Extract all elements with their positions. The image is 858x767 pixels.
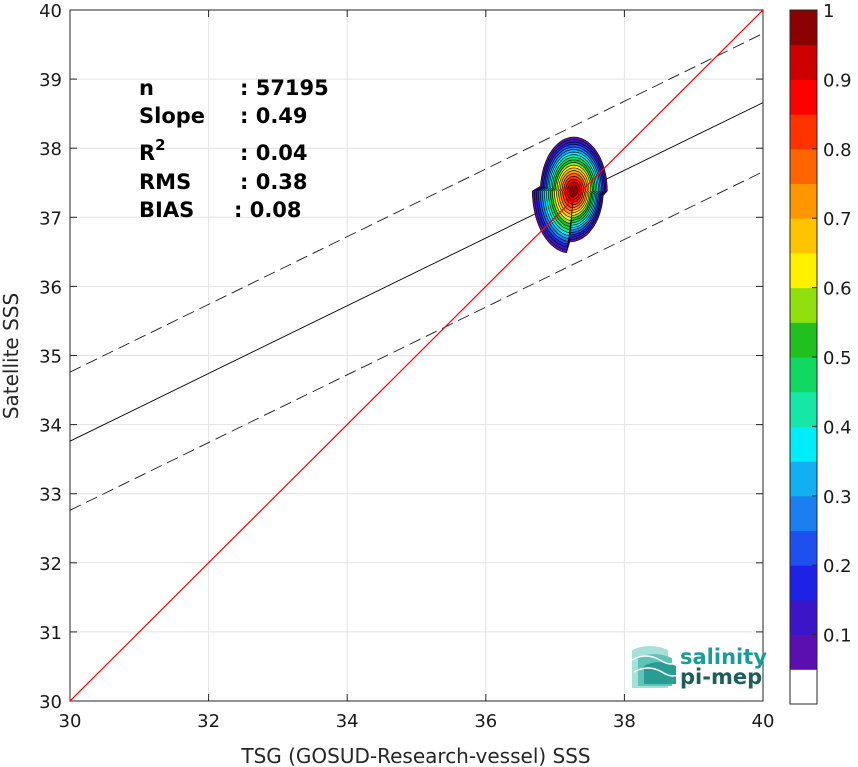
colorbar-tick-label: 0.3	[823, 487, 852, 508]
stat-row: RMS : 0.38	[139, 170, 308, 194]
colorbar-tick-label: 0.2	[823, 556, 852, 577]
y-tick-label: 33	[39, 485, 62, 506]
colorbar-tick-label: 0.8	[823, 140, 852, 161]
colorbar-segment	[790, 634, 817, 670]
y-tick-label: 37	[39, 208, 62, 229]
stat-value: : 0.49	[240, 104, 308, 128]
colorbar-segment	[790, 287, 817, 323]
stat-row: BIAS : 0.08	[139, 198, 302, 222]
y-tick-label: 40	[39, 1, 62, 22]
stat-value: : 57195	[240, 76, 329, 100]
colorbar-segment	[790, 10, 817, 46]
colorbar-segment	[790, 495, 817, 531]
stat-label: n	[139, 76, 154, 100]
stat-value: : 0.08	[234, 198, 302, 222]
logo-line1: salinity	[680, 645, 767, 669]
colorbar-segment	[790, 79, 817, 115]
colorbar-segment	[790, 391, 817, 427]
colorbar-segment	[790, 114, 817, 150]
x-axis-ticks: 30 32 34 36 38 40	[59, 10, 775, 732]
y-tick-label: 30	[39, 692, 62, 713]
regression-lines	[70, 33, 763, 511]
y-tick-label: 36	[39, 277, 62, 298]
x-tick-label: 36	[474, 711, 497, 732]
stat-label: Slope	[139, 104, 205, 128]
grid-lines	[69, 9, 764, 702]
colorbar-segment	[790, 565, 817, 601]
colorbar-segment	[790, 252, 817, 289]
stat-value: : 0.38	[240, 170, 308, 194]
one-to-one-line	[70, 10, 763, 701]
y-axis-ticks: 30 31 32 33 34 35 36 37 38 39 40	[39, 1, 763, 713]
regression-bound-line	[70, 33, 763, 373]
y-tick-label: 35	[39, 347, 62, 368]
colorbar-tick-label: 0.7	[823, 209, 852, 230]
colorbar-tick-label: 0.9	[823, 70, 852, 91]
colorbar-tick-label: 0.6	[823, 279, 852, 300]
colorbar: 0.1 0.2 0.3 0.4 0.5 0.6 0.7 0.8 0.9 1	[789, 1, 852, 705]
colorbar-segment	[790, 461, 817, 497]
y-tick-label: 39	[39, 70, 62, 91]
stat-label-superscript: 2	[155, 136, 165, 154]
colorbar-segment	[790, 426, 817, 462]
x-tick-label: 38	[613, 711, 636, 732]
stat-label: RMS	[139, 170, 191, 194]
colorbar-segment	[790, 357, 817, 393]
logo-waves-icon	[631, 646, 683, 688]
stat-row: R2: 0.04	[139, 136, 308, 165]
regression-bound-line	[70, 171, 763, 511]
y-tick-label: 34	[39, 416, 62, 437]
colorbar-tick-label: 0.5	[823, 348, 852, 369]
salinity-pimep-logo: salinity pi-mep	[631, 645, 767, 689]
x-tick-label: 30	[59, 711, 82, 732]
stat-row: n : 57195	[139, 76, 329, 100]
x-tick-label: 34	[336, 711, 359, 732]
density-contour-level	[569, 185, 579, 198]
y-axis-title: Satellite SSS	[0, 293, 23, 419]
colorbar-segment	[790, 530, 817, 566]
colorbar-segment	[790, 218, 817, 254]
colorbar-tick-label: 0.4	[823, 417, 852, 438]
stat-value: : 0.04	[240, 141, 308, 165]
y-tick-label: 31	[39, 623, 62, 644]
stat-label: BIAS	[139, 198, 194, 222]
colorbar-segment	[790, 669, 817, 705]
colorbar-segment	[790, 44, 817, 80]
x-tick-label: 32	[197, 711, 220, 732]
colorbar-segment	[790, 322, 817, 358]
colorbar-tick-label: 1	[823, 1, 834, 22]
colorbar-tick-label: 0.1	[823, 626, 852, 647]
stat-row: Slope : 0.49	[139, 104, 308, 128]
y-tick-label: 32	[39, 554, 62, 575]
x-axis-title: TSG (GOSUD-Research-vessel) SSS	[240, 744, 590, 767]
logo-line2: pi-mep	[680, 665, 762, 689]
colorbar-segment	[790, 599, 817, 636]
regression-line	[70, 102, 763, 442]
colorbar-segment	[790, 183, 817, 219]
colorbar-segment	[790, 148, 817, 184]
y-tick-label: 38	[39, 139, 62, 160]
x-tick-label: 40	[752, 711, 775, 732]
